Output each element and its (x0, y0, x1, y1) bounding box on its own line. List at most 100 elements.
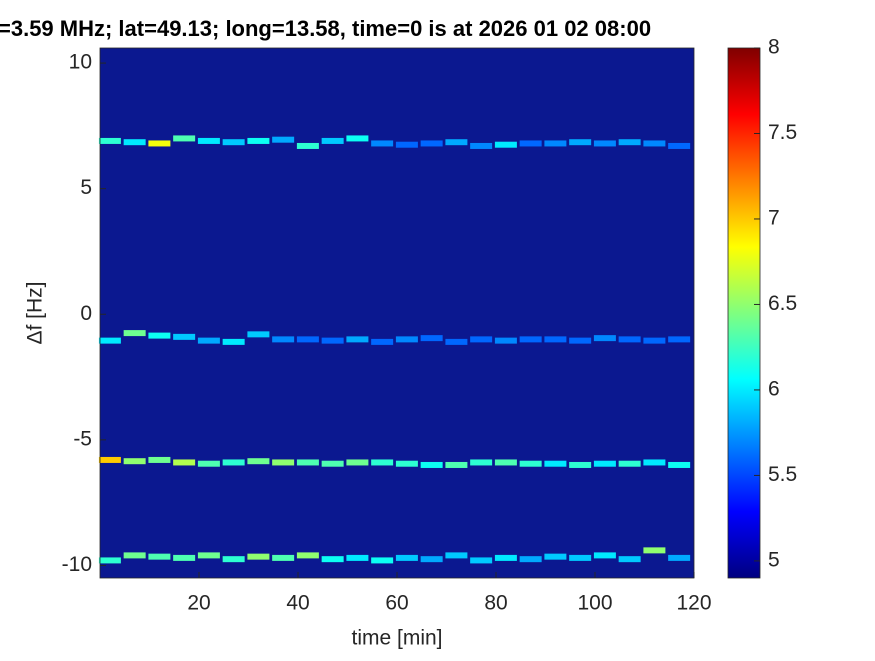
spectral-cell (643, 337, 666, 344)
spectral-cell (371, 557, 394, 564)
x-axis-label: time [min] (351, 627, 442, 650)
x-tick-label: 100 (577, 592, 612, 615)
spectral-cell (445, 461, 468, 468)
spectral-cell (123, 139, 146, 146)
spectral-cell (643, 459, 666, 466)
spectral-cell (296, 459, 319, 466)
spectral-cell (222, 139, 245, 146)
spectral-cell (445, 338, 468, 345)
spectral-cell (148, 140, 171, 147)
spectral-cell (272, 459, 295, 466)
chart-title: =3.59 MHz; lat=49.13; long=13.58, time=0… (0, 16, 651, 41)
x-tick-label: 80 (484, 592, 507, 615)
spectral-cell (346, 554, 369, 561)
spectral-cell (222, 459, 245, 466)
spectral-cell (494, 554, 517, 561)
spectral-cell (494, 459, 517, 466)
spectral-cell (618, 460, 641, 467)
y-tick-label: -5 (73, 427, 92, 450)
spectral-cell (272, 554, 295, 561)
spectral-cell (494, 141, 517, 148)
spectral-cell (98, 557, 121, 564)
spectral-cell (98, 337, 121, 344)
spectral-cell (296, 142, 319, 149)
spectral-cell (544, 460, 567, 467)
spectral-cell (173, 135, 196, 142)
x-tick-label: 120 (676, 592, 711, 615)
spectral-cell (420, 556, 443, 563)
spectral-cell (593, 335, 616, 342)
spectral-cell (395, 141, 418, 148)
spectral-cell (197, 337, 220, 344)
spectral-cell (445, 139, 468, 146)
spectral-cell (346, 135, 369, 142)
spectral-cell (395, 336, 418, 343)
colorbar-tick-label: 7.5 (768, 121, 797, 144)
spectral-cell (420, 461, 443, 468)
spectral-cell (569, 461, 592, 468)
spectral-cell (593, 552, 616, 559)
x-tick-label: 20 (187, 592, 210, 615)
spectral-cell (643, 547, 666, 554)
x-tick-label: 60 (385, 592, 408, 615)
spectral-cell (569, 139, 592, 146)
spectral-cell (296, 336, 319, 343)
colorbar-tick-label: 8 (768, 36, 780, 59)
spectral-cell (668, 336, 691, 343)
spectral-cell (395, 460, 418, 467)
spectral-cell (593, 460, 616, 467)
spectral-cell (123, 552, 146, 559)
spectral-cell (470, 142, 493, 149)
colorbar-tick-label: 6.5 (768, 292, 797, 315)
spectral-cell (618, 336, 641, 343)
spectral-cell (173, 459, 196, 466)
spectral-cell (123, 458, 146, 465)
spectral-cell (371, 459, 394, 466)
spectral-cell (618, 139, 641, 146)
colorbar-tick-label: 5.5 (768, 463, 797, 486)
spectral-cell (519, 556, 542, 563)
spectral-cell (395, 554, 418, 561)
spectral-cell (519, 336, 542, 343)
colorbar (727, 47, 761, 579)
spectral-cell (98, 456, 121, 463)
spectral-cell (247, 137, 270, 144)
spectral-cell (593, 140, 616, 147)
spectral-cell (247, 553, 270, 560)
spectral-cell (668, 461, 691, 468)
spectral-cell (321, 556, 344, 563)
colorbar-tick-label: 7 (768, 207, 780, 230)
spectral-cell (148, 553, 171, 560)
colorbar-tick-label: 6 (768, 377, 780, 400)
spectral-cell (643, 140, 666, 147)
spectral-cell (371, 140, 394, 147)
y-tick-label: 5 (80, 176, 92, 199)
spectral-cell (668, 142, 691, 149)
colorbar-tick-label: 5 (768, 548, 780, 571)
plot-area (100, 48, 694, 578)
spectral-cell (420, 335, 443, 342)
spectral-cell (148, 332, 171, 339)
spectral-cell (470, 459, 493, 466)
spectral-cell (470, 336, 493, 343)
spectral-cell (321, 337, 344, 344)
spectral-cell (98, 137, 121, 144)
y-tick-label: -10 (62, 553, 92, 576)
y-tick-label: 10 (69, 51, 92, 74)
x-tick-label: 40 (286, 592, 309, 615)
spectral-cell (197, 552, 220, 559)
spectral-cell (296, 552, 319, 559)
spectral-cell (148, 456, 171, 463)
spectral-cell (247, 458, 270, 465)
spectral-cell (197, 460, 220, 467)
spectral-cell (544, 140, 567, 147)
spectral-cell (272, 136, 295, 143)
spectral-cell (197, 137, 220, 144)
spectral-cell (445, 552, 468, 559)
spectral-cell (569, 554, 592, 561)
spectral-cell (222, 556, 245, 563)
spectral-cell (544, 553, 567, 560)
spectral-cell (371, 338, 394, 345)
spectral-cell (173, 554, 196, 561)
y-axis-label: Δf [Hz] (24, 281, 47, 344)
